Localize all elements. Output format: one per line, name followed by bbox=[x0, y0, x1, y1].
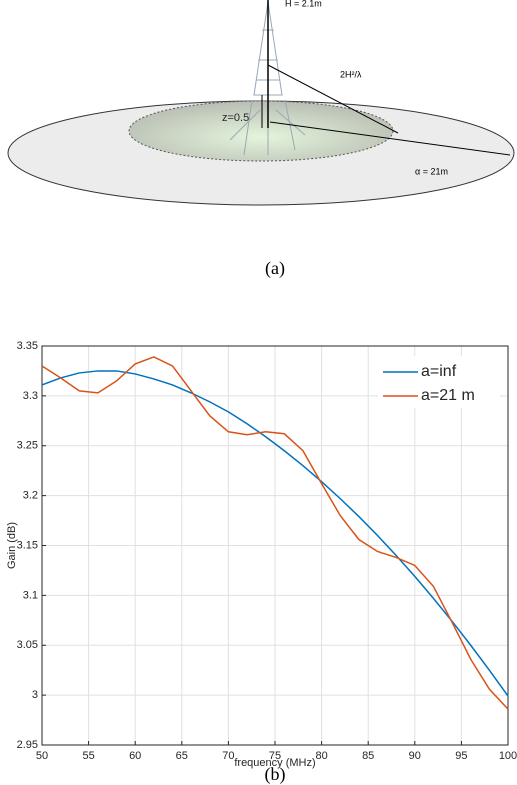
axes-box bbox=[41, 345, 509, 746]
x-tick-label: 75 bbox=[269, 750, 281, 762]
y-tick-label: 2.95 bbox=[17, 739, 38, 751]
y-tick-label: 3.15 bbox=[17, 539, 38, 551]
y-tick-label: 3.05 bbox=[17, 639, 38, 651]
legend-label: a=inf bbox=[421, 363, 457, 380]
caption: (a) bbox=[265, 258, 285, 279]
z-label: z=0.5 bbox=[222, 112, 249, 124]
far-field-arrow bbox=[267, 64, 399, 134]
x-tick-label: 95 bbox=[455, 750, 467, 762]
plot: 50 55 60 65 70 75 80 85 90 95 100 2.95 3 3.05 3.1 3.15 3… bbox=[6, 340, 517, 769]
y-tick-label: 3 bbox=[32, 689, 38, 701]
y-tick-label: 3.25 bbox=[17, 440, 38, 452]
x-tick-label: 80 bbox=[315, 750, 327, 762]
x-tick-label: 60 bbox=[129, 750, 141, 762]
x-tick-label: 55 bbox=[82, 750, 94, 762]
caption: (b) bbox=[265, 764, 286, 785]
x-tick-label: 70 bbox=[222, 750, 234, 762]
x-tick-label: 50 bbox=[36, 750, 48, 762]
y-tick-label: 3.35 bbox=[17, 340, 38, 352]
y-tick-label: 3.1 bbox=[23, 589, 38, 601]
radius-label: α = 21m bbox=[415, 166, 448, 176]
radius-arrow bbox=[269, 121, 511, 156]
x-tick-label: 65 bbox=[176, 750, 188, 762]
diagram: H = 2.1m 2H²/λ z=0.5 α = 21m (a) bbox=[7, 0, 515, 279]
x-tick-label: 100 bbox=[499, 750, 517, 762]
x-axis-label: frequency (MHz) bbox=[234, 757, 315, 769]
legend-label: a=21 m bbox=[421, 387, 475, 404]
y-tick-label: 3.2 bbox=[23, 490, 38, 502]
series-line bbox=[41, 356, 509, 710]
legend bbox=[378, 356, 500, 408]
height-label: H = 2.1m bbox=[285, 0, 322, 8]
inner-disc bbox=[128, 100, 394, 162]
x-tick-label: 90 bbox=[409, 750, 421, 762]
x-tick-label: 85 bbox=[362, 750, 374, 762]
y-tick-label: 3.3 bbox=[23, 390, 38, 402]
far-field-label: 2H²/λ bbox=[340, 69, 362, 79]
y-axis-label: Gain (dB) bbox=[6, 522, 18, 569]
series-line bbox=[41, 370, 509, 697]
